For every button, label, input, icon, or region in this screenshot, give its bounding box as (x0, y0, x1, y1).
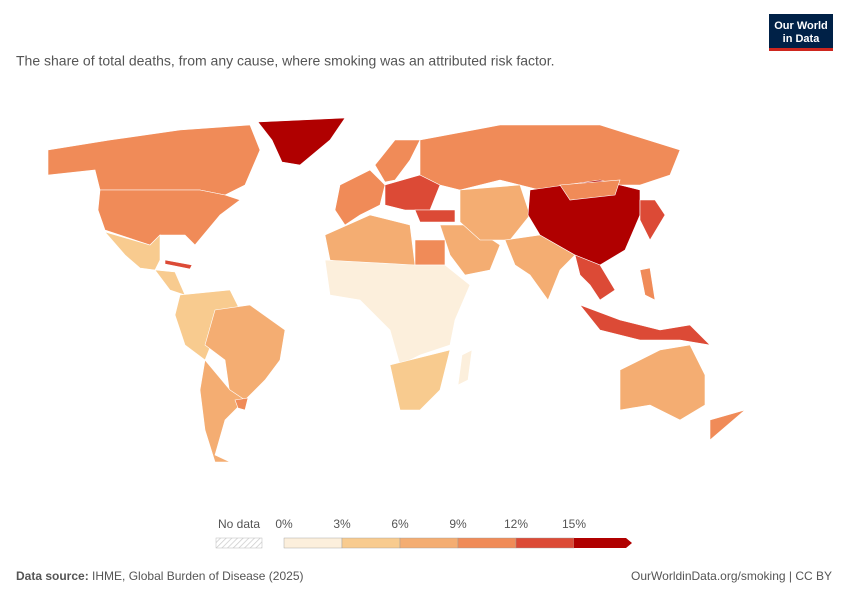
region[interactable] (639, 199, 666, 241)
logo-underline (769, 48, 833, 51)
logo-text: in Data (783, 33, 821, 45)
region[interactable] (257, 117, 346, 166)
region[interactable] (97, 189, 241, 246)
region[interactable] (204, 304, 286, 401)
region[interactable] (639, 267, 656, 301)
legend-swatch (574, 538, 632, 548)
region[interactable] (164, 259, 193, 270)
region[interactable] (414, 209, 456, 223)
region[interactable] (574, 254, 616, 301)
legend-tick-label: 12% (504, 517, 528, 531)
no-data-label: No data (218, 517, 260, 531)
region[interactable] (374, 139, 421, 183)
region[interactable] (579, 304, 711, 346)
region[interactable] (154, 269, 186, 296)
source-label: Data source: (16, 569, 89, 583)
legend-swatch (283, 537, 343, 549)
region[interactable] (199, 359, 246, 463)
region[interactable] (104, 231, 161, 271)
region[interactable] (324, 259, 471, 366)
subtitle: The share of total deaths, from any caus… (16, 53, 555, 69)
map (47, 117, 746, 463)
region[interactable] (47, 124, 261, 196)
region[interactable] (334, 169, 386, 226)
legend-swatch (399, 537, 459, 549)
source: Data source: IHME, Global Burden of Dise… (16, 569, 303, 583)
legend-tick-label: 15% (562, 517, 586, 531)
region[interactable] (234, 397, 249, 411)
region[interactable] (389, 349, 451, 411)
legend-swatch (341, 537, 401, 549)
region[interactable] (559, 179, 621, 201)
source-text: IHME, Global Burden of Disease (2025) (92, 569, 303, 583)
legend-tick-label: 0% (275, 517, 293, 531)
legend-tick-label: 3% (333, 517, 351, 531)
legend-tick-label: 9% (449, 517, 467, 531)
legend-tick-label: 6% (391, 517, 409, 531)
logo-box[interactable] (769, 14, 833, 50)
region[interactable] (419, 124, 681, 191)
legend-swatch (515, 537, 575, 549)
region[interactable] (457, 349, 473, 386)
credit[interactable]: OurWorldinData.org/smoking | CC BY (631, 569, 832, 583)
logo-text: Our World (774, 20, 828, 32)
region[interactable] (619, 344, 706, 421)
legend-swatch (457, 537, 517, 549)
region[interactable] (709, 409, 746, 441)
region[interactable] (527, 179, 641, 266)
region[interactable] (414, 239, 446, 266)
region[interactable] (459, 184, 531, 241)
legend: No data 0% 3% 6% 9% 12% 15% (215, 517, 632, 549)
no-data-swatch (215, 537, 263, 549)
